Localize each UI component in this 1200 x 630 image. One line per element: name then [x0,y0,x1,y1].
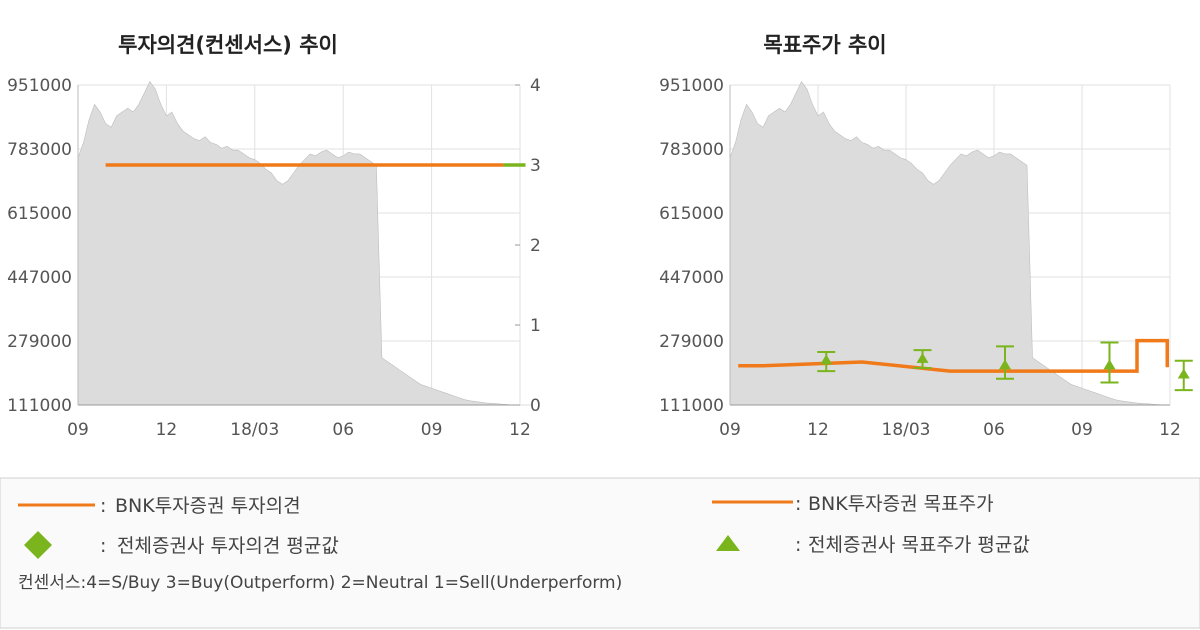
y-right-tick-label: 0 [530,396,541,416]
x-tick-label: 09 [719,420,741,440]
x-tick-label: 18/03 [230,420,279,440]
average-target-marker [999,359,1011,370]
y-right-tick-label: 1 [530,316,541,336]
y-tick-label: 951000 [659,76,724,96]
x-tick-label: 12 [807,420,829,440]
legend-box [0,477,1200,629]
legend-left-marker-label: 전체증권사 투자의견 평균값 [117,535,339,557]
x-tick-label: 09 [421,420,443,440]
legend-separator: : [100,535,106,557]
consensus-scale-note: 컨센서스:4=S/Buy 3=Buy(Outperform) 2=Neutral… [18,573,622,593]
y-tick-label: 111000 [659,396,724,416]
y-right-tick-label: 2 [530,236,541,256]
diamond-icon [24,531,52,559]
y-tick-label: 615000 [7,204,72,224]
average-target-marker [1177,368,1190,379]
x-tick-label: 12 [156,420,178,440]
y-tick-label: 111000 [7,396,72,416]
chart-title: 목표주가 추이 [763,33,886,57]
chart-title: 투자의견(컨센서스) 추이 [118,33,338,57]
triangle-icon [716,535,740,551]
y-tick-label: 447000 [659,268,724,288]
y-tick-label: 783000 [7,140,72,160]
x-tick-label: 12 [1159,420,1181,440]
legend: : BNK투자증권 투자의견: 전체증권사 투자의견 평균값: BNK투자증권 목표주… [0,477,1200,629]
legend-right-marker-label: 전체증권사 목표주가 평균값 [808,534,1030,556]
y-right-tick-label: 4 [530,76,541,96]
average-target-marker [1103,359,1116,370]
average-target-marker [820,354,833,365]
legend-separator: : [795,493,801,515]
legend-left-line-label: BNK투자증권 투자의견 [115,495,301,517]
x-tick-label: 09 [67,420,89,440]
y-tick-label: 783000 [659,140,724,160]
x-tick-label: 06 [983,420,1005,440]
y-tick-label: 279000 [659,332,724,352]
x-tick-label: 12 [509,420,531,440]
target-price-chart: 목표주가 추이 951000 783000 615000 447000 279000 111… [659,33,1193,440]
x-tick-label: 06 [332,420,354,440]
y-tick-label: 447000 [7,268,72,288]
y-tick-label: 615000 [659,204,724,224]
y-tick-label: 279000 [7,332,72,352]
legend-separator: : [100,495,106,517]
y-right-tick-label: 3 [530,156,541,176]
x-tick-label: 09 [1071,420,1093,440]
y-tick-label: 951000 [7,76,72,96]
average-target-marker [916,352,929,363]
opinion-trend-chart: 투자의견(컨센서스) 추이 951000 783000 615000 447000 279… [7,33,541,440]
price-area [77,80,532,406]
target-price-line [738,338,1169,373]
legend-separator: : [795,534,801,556]
price-area [729,80,1170,406]
legend-right-line-label: BNK투자증권 목표주가 [808,493,994,515]
x-tick-label: 18/03 [882,420,931,440]
